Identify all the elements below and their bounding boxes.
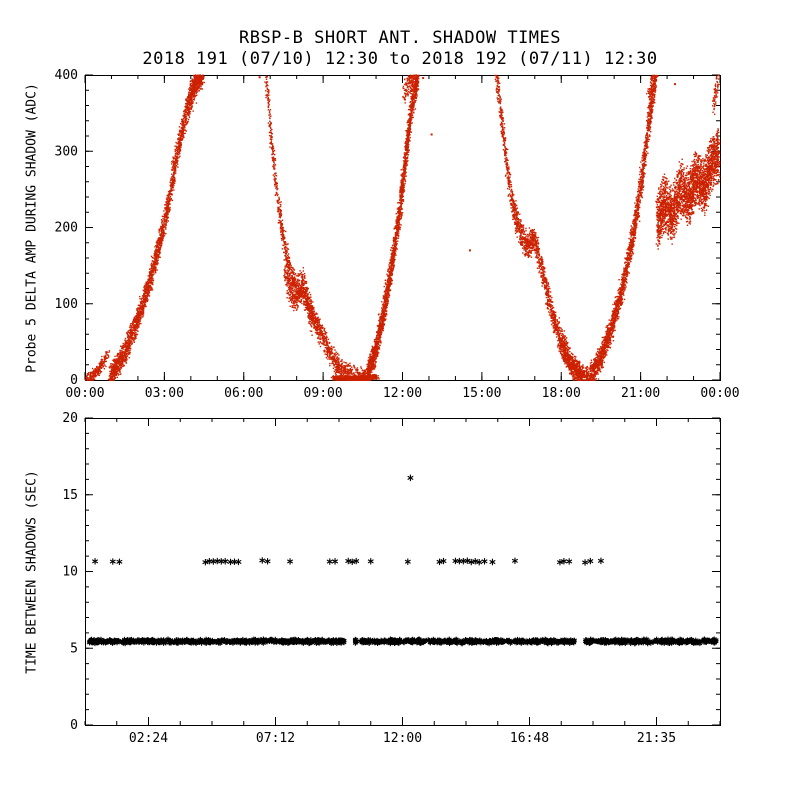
chart-subtitle: 2018 191 (07/10) 12:30 to 2018 192 (07/1… — [142, 49, 658, 69]
chart-title: RBSP-B SHORT ANT. SHADOW TIMES — [238, 28, 562, 48]
bottom-y-axis-label: TIME BETWEEN SHADOWS (SEC) — [24, 470, 40, 674]
top-y-axis-label: Probe 5 DELTA AMP DURING SHADOW (ADC) — [24, 83, 40, 373]
